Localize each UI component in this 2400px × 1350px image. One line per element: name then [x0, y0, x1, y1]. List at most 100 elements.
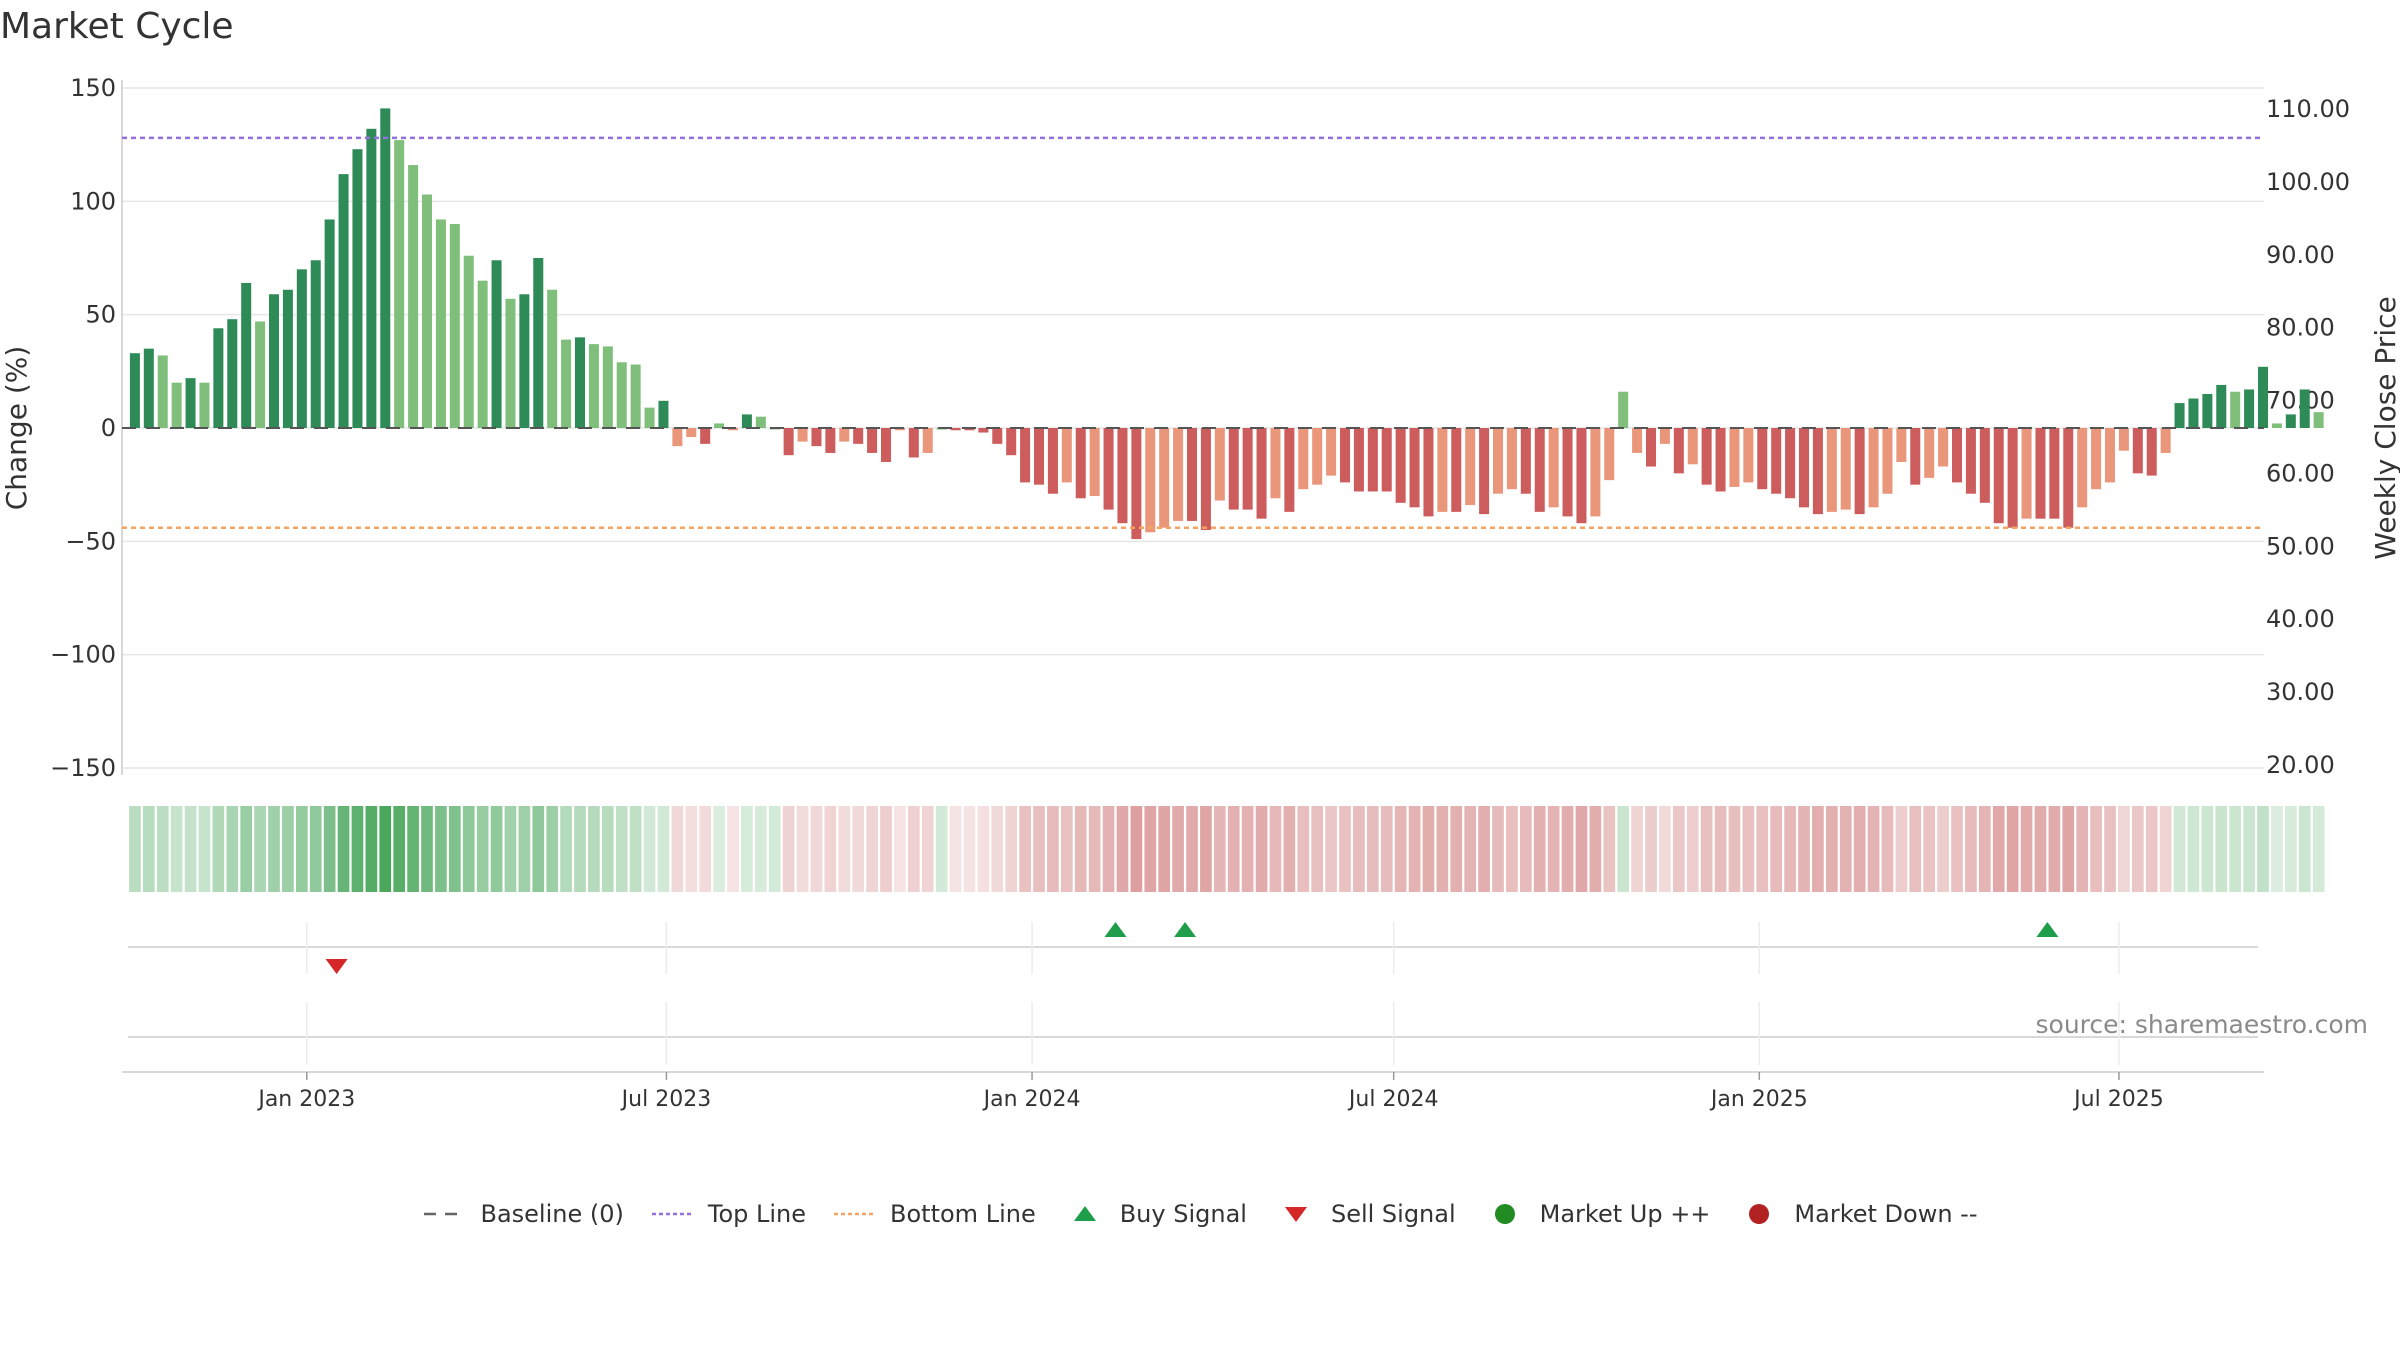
bar — [1437, 428, 1448, 512]
bar — [1645, 428, 1657, 467]
bar — [1075, 428, 1086, 499]
heat-cell — [671, 806, 684, 892]
bar — [1228, 428, 1239, 510]
heat-cell — [601, 806, 614, 892]
triangle-down-icon — [1284, 1207, 1307, 1222]
bar — [1298, 428, 1309, 490]
heat-cell — [351, 806, 364, 892]
heat-cell — [226, 806, 239, 892]
heat-cell — [1951, 806, 1963, 892]
y2-tick-label: 80.00 — [2266, 314, 2335, 342]
bar — [1534, 428, 1545, 512]
triangle-up-icon — [1073, 1206, 1096, 1221]
legend-label: Buy Signal — [1119, 1200, 1247, 1228]
heat-cell — [1798, 806, 1810, 892]
y-tick-label: −50 — [65, 527, 116, 555]
buy-signal-marker — [1104, 922, 1127, 937]
bar — [1326, 428, 1337, 476]
bar — [700, 428, 711, 444]
heat-cell — [518, 806, 531, 892]
bar — [1381, 428, 1392, 492]
bar — [324, 219, 335, 428]
heat-cell — [1672, 806, 1685, 892]
legend-item: Sell Signal — [1273, 1200, 1456, 1228]
heat-cell — [1339, 806, 1351, 892]
bar — [2132, 428, 2143, 474]
bar — [2118, 428, 2129, 451]
bar — [547, 289, 558, 428]
heat-cell — [435, 806, 447, 892]
bar — [2174, 403, 2185, 428]
heat-cell — [1186, 806, 1198, 892]
heat-cell — [1366, 806, 1379, 892]
heat-cell — [1074, 806, 1087, 892]
bar — [1576, 428, 1587, 524]
heat-cell — [393, 806, 406, 892]
heat-cell — [448, 806, 461, 892]
bar — [1951, 428, 1963, 483]
heat-cell — [2312, 806, 2325, 892]
bar — [1590, 428, 1601, 517]
bar — [477, 280, 488, 428]
heat-cell — [337, 806, 350, 892]
heat-cell — [1547, 806, 1560, 892]
bar — [241, 282, 252, 428]
bar — [1479, 428, 1490, 515]
bar — [1938, 428, 1949, 467]
legend-label: Baseline (0) — [480, 1200, 624, 1228]
sell-signal-marker — [325, 959, 348, 974]
bar — [1409, 428, 1420, 508]
heat-cell — [1158, 806, 1171, 892]
bar — [533, 258, 544, 428]
heat-cell — [1965, 806, 1977, 892]
bar — [2104, 428, 2116, 483]
bar — [310, 260, 321, 428]
heat-cell — [1394, 806, 1407, 892]
heat-cell — [1923, 806, 1936, 892]
bar — [1506, 428, 1517, 490]
bar — [2035, 428, 2046, 519]
heat-cell — [212, 806, 225, 892]
bar — [894, 428, 905, 431]
bar — [1604, 428, 1615, 481]
heat-cell — [1130, 806, 1143, 892]
heat-cell — [615, 806, 628, 892]
y2-tick-label: 90.00 — [2266, 241, 2335, 269]
heat-cell — [2298, 806, 2311, 892]
heat-cell — [462, 806, 475, 892]
heat-cell — [198, 806, 211, 892]
bar — [964, 428, 975, 431]
bar — [2285, 414, 2296, 428]
bar — [1924, 428, 1935, 478]
bar — [978, 428, 989, 433]
bar — [1353, 428, 1364, 492]
heat-cell — [935, 806, 948, 892]
heat-cell — [1686, 806, 1699, 892]
bar — [755, 416, 766, 428]
bar — [1785, 428, 1796, 499]
bar — [672, 428, 683, 447]
heat-cell — [2187, 806, 2200, 892]
heat-cell — [2145, 806, 2158, 892]
y2-axis-title: Weekly Close Price — [2369, 296, 2400, 559]
legend: Baseline (0) Top Line Bottom Line Buy Signa… — [0, 1200, 2400, 1228]
heat-cell — [1519, 806, 1532, 892]
bar — [1312, 428, 1323, 485]
bar — [1910, 428, 1921, 485]
bar — [1173, 428, 1184, 521]
heat-cell — [476, 806, 489, 892]
heat-cell — [2104, 806, 2116, 892]
circle-icon — [1494, 1204, 1515, 1224]
heat-cell — [852, 806, 865, 892]
heat-cell — [1311, 806, 1324, 892]
heat-cell — [894, 806, 906, 892]
bar — [1562, 428, 1573, 517]
y2-tick-label: 100.00 — [2266, 168, 2350, 196]
bar — [1687, 428, 1698, 465]
bar — [296, 269, 307, 428]
buy-signal-marker — [2036, 922, 2059, 937]
heat-cell — [1812, 806, 1824, 892]
heat-cell — [643, 806, 656, 892]
heat-cell — [1005, 806, 1018, 892]
bar — [505, 298, 516, 428]
